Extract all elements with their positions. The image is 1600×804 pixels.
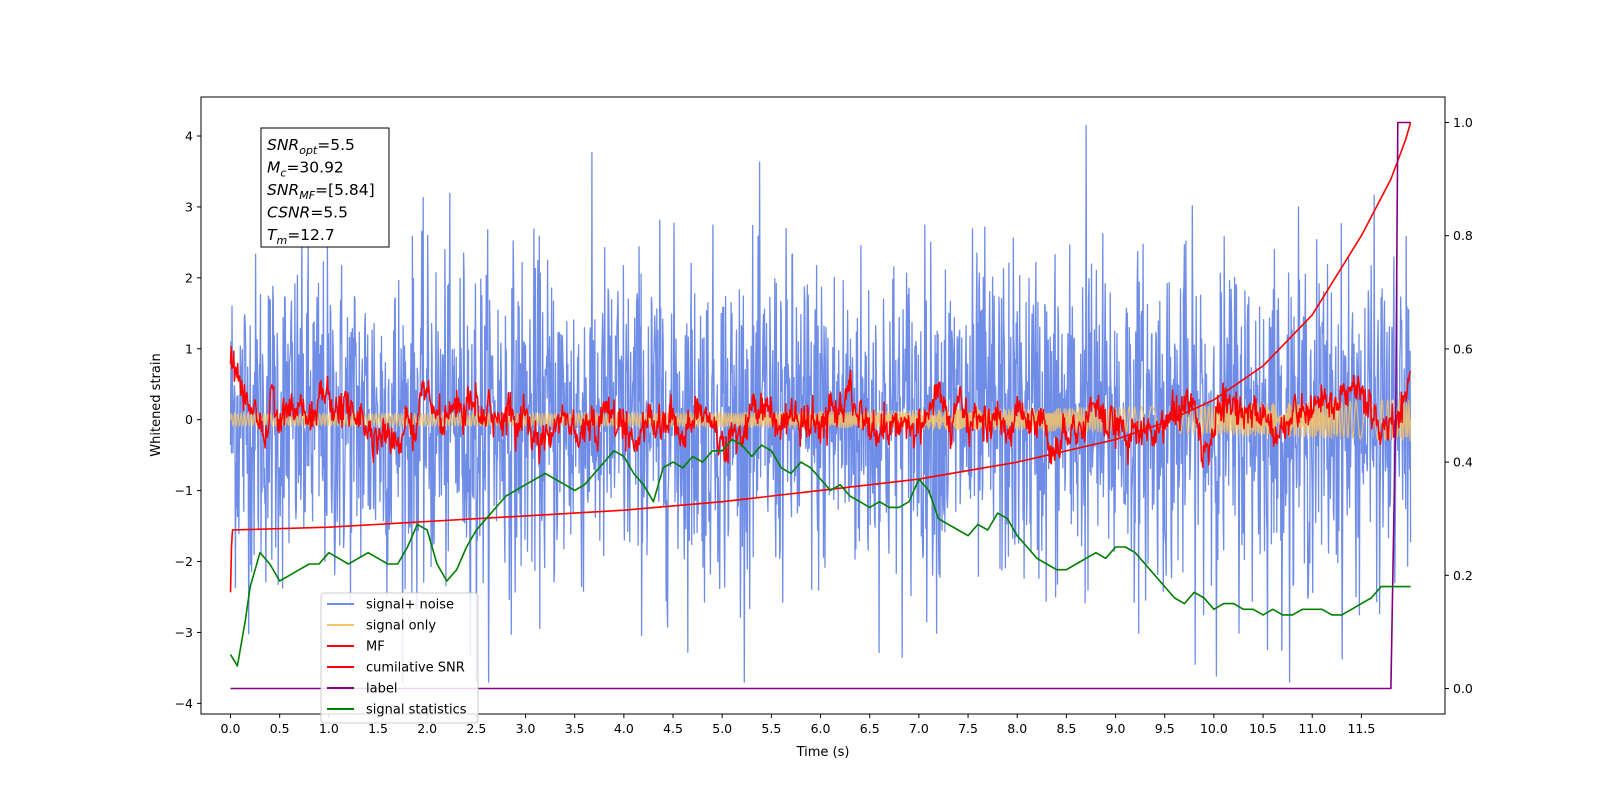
y-axis-label: Whitened strain	[149, 353, 164, 456]
annotation-line: CSNR=5.5	[267, 204, 348, 222]
legend-label-signal-only: signal only	[366, 619, 436, 634]
annotation-sub: opt	[299, 144, 318, 157]
legend-frame	[320, 592, 479, 724]
series-signal-noise-line	[229, 124, 1412, 683]
y-left-tick-label: −3	[175, 625, 193, 640]
series-signal-statistics-line	[229, 438, 1411, 667]
x-tick-label: 5.5	[761, 721, 781, 736]
legend-label-label: label	[366, 682, 397, 697]
x-tick-label: 10.5	[1249, 721, 1277, 736]
x-tick-label: 6.5	[860, 721, 880, 736]
y-axis-right: 1.0 0.8 0.6 0.4 0.2 0.0	[1445, 115, 1473, 696]
y-right-tick-label: 0.0	[1453, 681, 1473, 696]
legend-label-cumilative-snr: cumilative SNR	[366, 661, 465, 676]
x-axis-label: Time (s)	[796, 745, 850, 760]
y-right-tick-label: 1.0	[1453, 115, 1473, 130]
x-tick-label: 11.5	[1347, 721, 1375, 736]
x-tick-label: 0.0	[221, 721, 241, 736]
series-label-line	[230, 121, 1411, 690]
annotation-line: Tm=12.7	[267, 226, 335, 247]
x-tick-label: 4.5	[663, 721, 683, 736]
y-left-tick-label: 4	[185, 129, 193, 144]
x-axis: 0.0 0.5 1.0 1.5 2.0 2.5 3.0 3.5 4.0 4.5 5.0 5.5 6.0 6…	[221, 714, 1375, 736]
x-tick-label: 9.5	[1155, 721, 1175, 736]
x-tick-label: 4.0	[614, 721, 634, 736]
x-tick-label: 2.0	[417, 721, 437, 736]
annotation-box: SNRopt=5.5Mc=30.92SNRMF=[5.84]CSNR=5.5Tm…	[260, 127, 390, 248]
annotation-value: =[5.84]	[315, 181, 375, 199]
series-signal-only-line	[229, 398, 1412, 442]
annotation-line: SNRMF=[5.84]	[267, 181, 375, 202]
x-tick-label: 7.0	[909, 721, 929, 736]
x-tick-label: 2.5	[466, 721, 486, 736]
y-right-tick-label: 0.2	[1453, 568, 1473, 583]
annotation-sub: MF	[299, 189, 315, 202]
y-axis-left: 4 3 2 1 0 −1 −2 −3 −4	[175, 129, 201, 711]
legend-label-mf: MF	[366, 640, 385, 655]
annotation-value: =5.5	[317, 136, 355, 154]
annotation-value: =30.92	[286, 159, 343, 177]
x-tick-label: 8.5	[1056, 721, 1076, 736]
annotation-value: =12.7	[287, 226, 335, 244]
x-tick-label: 1.0	[319, 721, 339, 736]
annotation-var: SNR	[267, 136, 299, 154]
y-right-tick-label: 0.6	[1453, 341, 1473, 356]
annotation-line: SNRopt=5.5	[267, 136, 355, 157]
annotation-value: =5.5	[310, 204, 348, 222]
x-tick-label: 7.5	[958, 721, 978, 736]
series-mf-line	[229, 345, 1412, 468]
annotation-var: SNR	[267, 181, 299, 199]
legend: signal+ noise signal only MF cumilative SNR…	[320, 592, 479, 724]
x-tick-label: 8.0	[1007, 721, 1027, 736]
series-layer	[229, 121, 1412, 690]
x-tick-label: 5.0	[712, 721, 732, 736]
y-right-tick-label: 0.4	[1453, 455, 1473, 470]
plot-frame	[200, 96, 1446, 715]
annotation-frame	[260, 127, 390, 248]
y-left-tick-label: 2	[185, 270, 193, 285]
series-cumilative-snr-line	[229, 122, 1412, 593]
x-tick-label: 9.0	[1106, 721, 1126, 736]
annotation-sub: c	[280, 167, 286, 180]
x-tick-label: 6.0	[811, 721, 831, 736]
y-left-tick-label: −1	[175, 483, 193, 498]
y-right-tick-label: 0.8	[1453, 228, 1473, 243]
y-left-tick-label: 3	[185, 199, 193, 214]
x-tick-label: 3.5	[565, 721, 585, 736]
x-tick-label: 1.5	[368, 721, 388, 736]
y-left-tick-label: −4	[175, 696, 193, 711]
legend-label-signal-statistics: signal statistics	[366, 703, 467, 718]
y-left-tick-label: 1	[185, 341, 193, 356]
annotation-sub: m	[276, 234, 287, 247]
annotation-var: CSNR	[267, 204, 310, 222]
x-tick-label: 3.0	[516, 721, 536, 736]
annotation-var: M	[267, 159, 280, 177]
y-left-tick-label: −2	[175, 554, 193, 569]
y-left-tick-label: 0	[185, 412, 193, 427]
x-tick-label: 0.5	[270, 721, 290, 736]
x-tick-label: 11.0	[1298, 721, 1326, 736]
legend-label-signal-noise: signal+ noise	[366, 598, 454, 613]
annotation-var: T	[267, 226, 278, 244]
x-tick-label: 10.0	[1200, 721, 1228, 736]
annotation-line: Mc=30.92	[267, 159, 344, 180]
